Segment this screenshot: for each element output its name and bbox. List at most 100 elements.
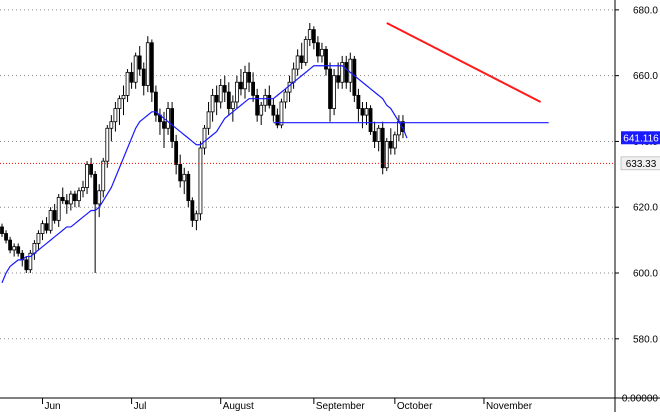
candle — [214, 85, 219, 116]
candle — [328, 62, 332, 122]
candle-body — [303, 39, 308, 63]
candle — [105, 124, 110, 168]
candle — [77, 187, 81, 208]
candle-body — [251, 81, 256, 96]
candle-body — [4, 233, 8, 241]
candle — [230, 95, 235, 122]
candle-body — [8, 239, 13, 251]
candle — [299, 42, 304, 70]
candle-body — [129, 71, 134, 83]
x-month-label: September — [316, 401, 366, 412]
candle — [81, 180, 85, 198]
candle — [356, 88, 361, 122]
candle — [315, 36, 320, 63]
candle-body — [230, 101, 235, 109]
candle-body — [368, 108, 373, 132]
candle — [166, 101, 170, 135]
candle — [392, 131, 397, 155]
candle — [85, 161, 89, 195]
candle — [129, 62, 134, 89]
x-month-label: November — [486, 401, 533, 412]
candle-body — [174, 141, 179, 165]
candle — [218, 78, 223, 109]
candle-body — [324, 48, 328, 70]
y-tick-label: 580.0 — [633, 334, 658, 345]
candle — [186, 171, 191, 208]
candle-body — [328, 68, 332, 109]
candle-body — [222, 85, 227, 93]
candle-body — [64, 200, 69, 205]
candle-body — [109, 121, 114, 129]
candle-body — [243, 71, 247, 90]
candle — [222, 75, 227, 102]
candle-body — [283, 91, 288, 103]
candle-body — [295, 55, 300, 70]
candle-body — [340, 62, 345, 83]
candle — [44, 217, 49, 234]
candle-body — [101, 160, 106, 192]
candle — [8, 236, 13, 254]
candle-body — [105, 127, 110, 162]
candle — [0, 223, 4, 237]
candle-body — [121, 94, 126, 100]
candle — [56, 194, 61, 227]
candle-body — [48, 210, 53, 231]
candle — [4, 230, 8, 244]
candle — [101, 157, 106, 198]
gridlines — [0, 9, 615, 340]
y-tick-label: 660.0 — [633, 71, 658, 82]
candle — [182, 167, 187, 195]
candle-body — [133, 55, 138, 83]
candle — [275, 108, 280, 129]
candle — [174, 134, 179, 175]
candle-body — [60, 196, 65, 202]
candle — [287, 75, 292, 102]
candle — [28, 249, 33, 274]
candle — [125, 69, 130, 102]
candle-body — [279, 101, 284, 126]
candle — [158, 108, 162, 135]
candle-body — [117, 98, 122, 109]
candle — [344, 55, 349, 89]
candle — [324, 46, 328, 76]
candle — [89, 157, 93, 178]
candle-body — [113, 108, 118, 123]
candle — [279, 98, 284, 129]
candle — [52, 203, 57, 224]
candle — [255, 88, 260, 122]
candle-body — [68, 193, 73, 205]
candle — [320, 42, 324, 63]
candle-body — [28, 252, 33, 271]
candle — [40, 220, 45, 241]
y-tick-label: 680.0 — [633, 5, 658, 16]
candle-body — [56, 196, 61, 221]
candle — [68, 190, 73, 211]
candle-body — [356, 94, 361, 109]
candle — [117, 95, 122, 125]
candle-body — [210, 94, 215, 113]
x-month-label: Jun — [45, 401, 61, 412]
candle-body — [275, 114, 280, 126]
candle-body — [182, 173, 187, 182]
candle — [372, 121, 377, 149]
candle-body — [247, 71, 251, 83]
candle-body — [320, 48, 324, 57]
candle — [12, 243, 17, 257]
candle-body — [202, 127, 207, 149]
candle-body — [255, 94, 260, 116]
candle-body — [85, 164, 89, 188]
candle-body — [186, 173, 191, 202]
candle-body — [40, 223, 45, 234]
candle — [16, 243, 21, 257]
ma-value-box — [621, 131, 660, 145]
candle-body — [24, 259, 29, 271]
candle-body — [194, 213, 199, 221]
candle-body — [348, 58, 353, 83]
candle-body — [190, 200, 195, 221]
candle — [206, 101, 211, 135]
candle — [48, 207, 53, 234]
candle — [283, 88, 288, 109]
candle-body — [178, 164, 183, 182]
candle — [210, 88, 215, 122]
